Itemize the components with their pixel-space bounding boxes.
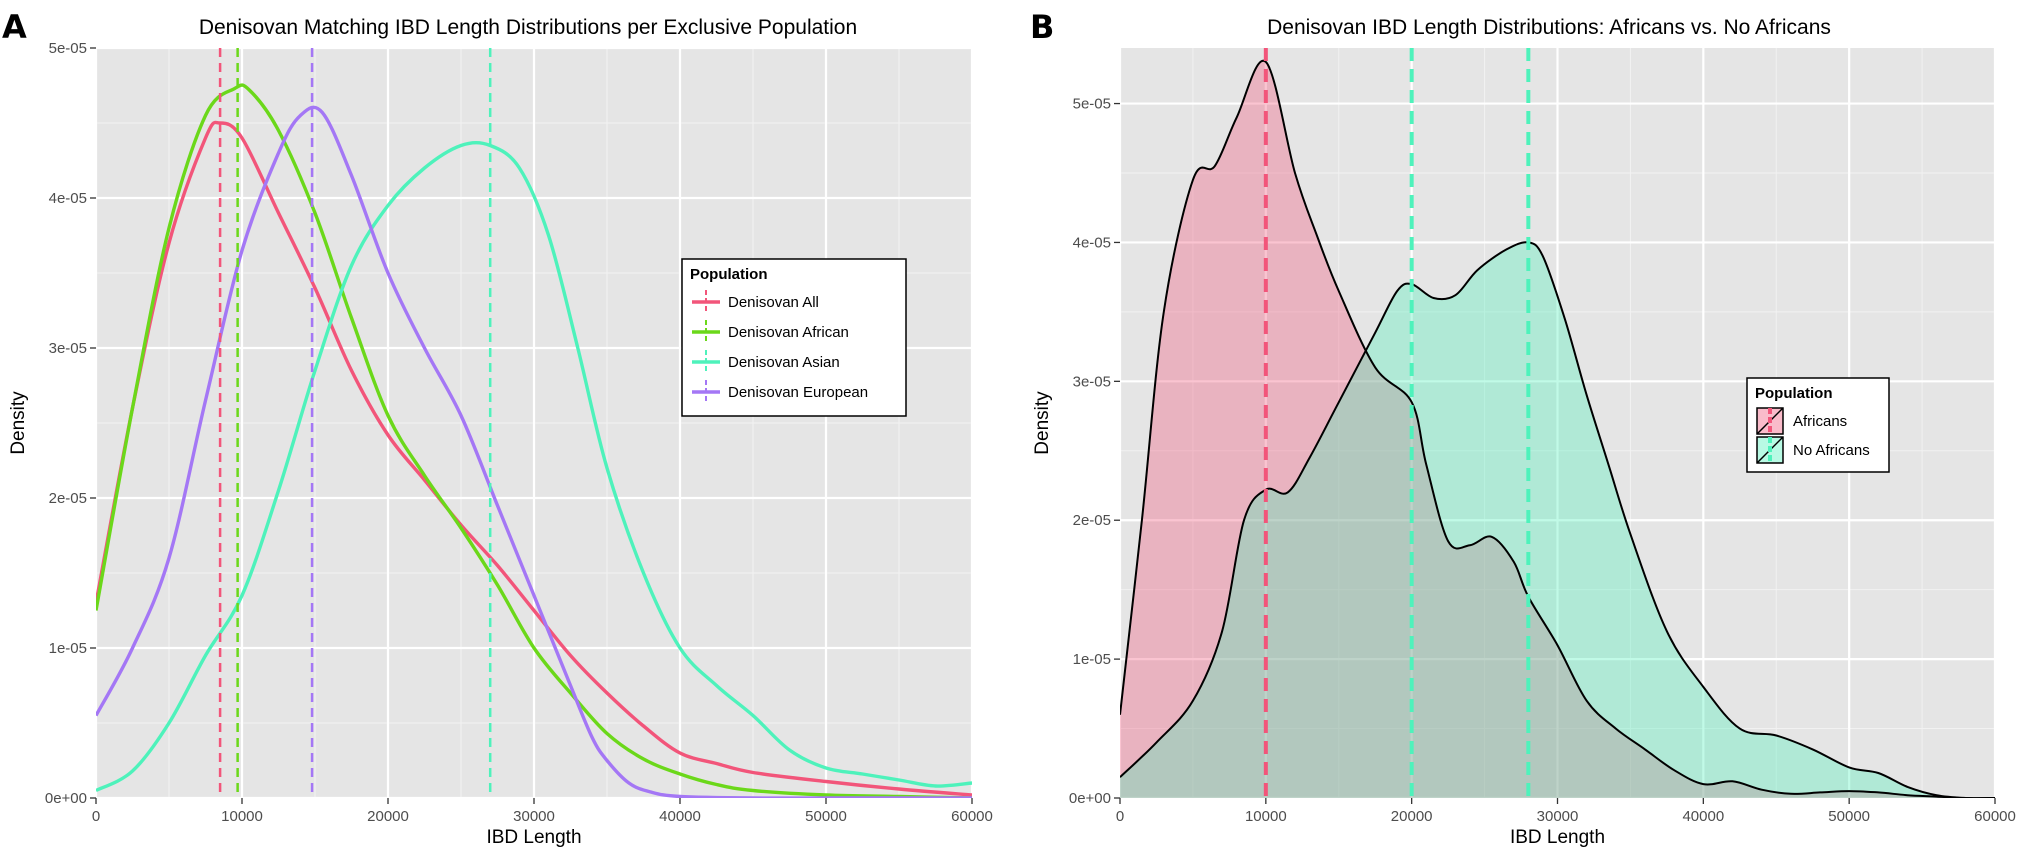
legend-label: Denisovan European [728, 384, 868, 401]
line-africans [1120, 59, 1995, 798]
x-tick-label: 50000 [1828, 808, 1870, 825]
series-layer [96, 48, 972, 798]
y-tick-label: 2e-05 [49, 490, 87, 507]
axes: 0 10000 20000 30000 40000 50000 60000 0e+00 1e-0… [1032, 96, 2016, 848]
legend-label: Denisovan All [728, 294, 819, 311]
line-denisovan-asian [96, 140, 972, 793]
x-tick-label: 50000 [805, 808, 847, 825]
axes: 0 10000 20000 30000 40000 50000 60000 0e+00 1e-0… [8, 40, 993, 848]
line-denisovan-all [96, 120, 972, 797]
y-tick-label: 1e-05 [1073, 651, 1111, 668]
x-axis-title: IBD Length [486, 827, 581, 848]
x-tick-label: 0 [1116, 808, 1124, 825]
panel-letter: A [2, 8, 27, 46]
chart-title: Denisovan Matching IBD Length Distributi… [199, 16, 857, 39]
x-tick-label: 60000 [951, 808, 993, 825]
legend-title: Population [1755, 385, 1833, 402]
y-tick-label: 3e-05 [49, 340, 87, 357]
chart-title: Denisovan IBD Length Distributions: Afri… [1267, 16, 1831, 39]
x-tick-label: 20000 [1391, 808, 1433, 825]
legend-label: No Africans [1793, 442, 1870, 459]
line-denisovan-african [96, 83, 972, 798]
legend-label: Denisovan African [728, 324, 849, 341]
y-tick-label: 4e-05 [49, 190, 87, 207]
y-tick-label: 5e-05 [1073, 96, 1111, 113]
x-tick-label: 10000 [221, 808, 263, 825]
legend-label: Denisovan Asian [728, 354, 840, 371]
panel-b: B Denisovan IBD Length Distributions: Afr… [1030, 8, 2016, 848]
y-axis-title: Density [8, 391, 29, 455]
panel-letter: B [1030, 8, 1054, 46]
x-axis-title: IBD Length [1510, 827, 1605, 848]
legend: Population Denisovan All Denisovan African… [681, 258, 907, 417]
y-tick-label: 0e+00 [45, 790, 87, 807]
x-tick-label: 30000 [513, 808, 555, 825]
legend-box [681, 258, 907, 417]
legend-title: Population [690, 266, 768, 283]
y-tick-label: 5e-05 [49, 40, 87, 57]
x-tick-label: 10000 [1245, 808, 1287, 825]
x-tick-label: 30000 [1537, 808, 1579, 825]
x-tick-label: 40000 [659, 808, 701, 825]
y-tick-label: 0e+00 [1069, 790, 1111, 807]
x-tick-label: 40000 [1682, 808, 1724, 825]
x-tick-label: 60000 [1974, 808, 2016, 825]
legend: Population Africans No Africans [1746, 377, 1890, 473]
y-tick-label: 1e-05 [49, 640, 87, 657]
x-tick-label: 20000 [367, 808, 409, 825]
legend-label: Africans [1793, 413, 1847, 430]
series-layer [1120, 48, 1995, 798]
area-no-africans [1120, 242, 1995, 798]
y-tick-label: 2e-05 [1073, 512, 1111, 529]
area-africans [1120, 60, 1995, 798]
y-tick-label: 4e-05 [1073, 234, 1111, 251]
y-axis-title: Density [1032, 391, 1053, 455]
y-tick-label: 3e-05 [1073, 373, 1111, 390]
x-tick-label: 0 [92, 808, 100, 825]
panel-a: A Denisovan Matching IBD Length Distribut… [2, 8, 993, 848]
